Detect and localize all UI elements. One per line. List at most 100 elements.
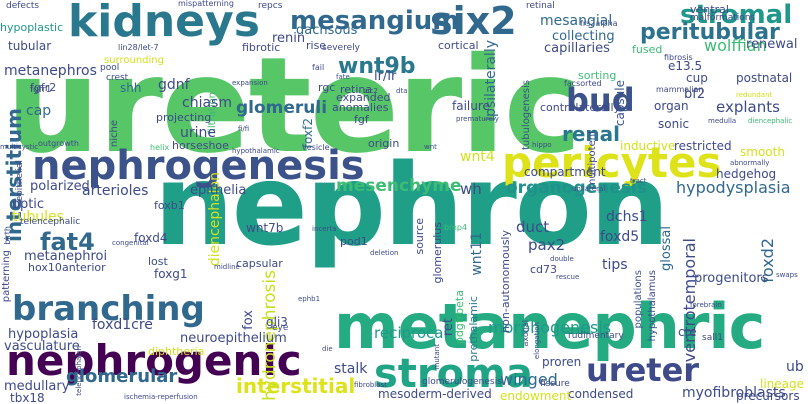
word: urine xyxy=(180,125,217,141)
word: double xyxy=(550,255,574,263)
word: peritubular xyxy=(640,20,780,45)
word: glomeruli xyxy=(236,98,328,118)
word: sall1 xyxy=(702,333,723,343)
word: telencephalon xyxy=(75,346,83,396)
word: inductive xyxy=(620,139,676,153)
word: postnatal xyxy=(736,71,793,85)
word: source xyxy=(413,218,426,255)
word: rudimentary xyxy=(568,331,624,341)
word: sorting xyxy=(578,69,617,82)
word: reciprocal xyxy=(374,324,448,342)
word: abnormally xyxy=(730,159,770,167)
word: renal xyxy=(562,122,621,146)
word: branching xyxy=(12,289,205,329)
word: fibrotic xyxy=(242,41,281,54)
word: wnt11 xyxy=(469,232,485,276)
word: hypothalamic xyxy=(232,147,280,155)
word: pericytes xyxy=(502,138,722,187)
word: foxb1 xyxy=(154,199,185,212)
word: hypoplasia xyxy=(8,327,79,342)
word: fissure xyxy=(540,379,570,389)
word: rgc xyxy=(318,81,336,94)
word: frs2alpha xyxy=(580,19,618,28)
word: lin28/let-7 xyxy=(118,43,159,52)
word: mesoderm-derived xyxy=(378,387,492,401)
word: cortical xyxy=(438,39,479,52)
word: stromal xyxy=(680,0,793,30)
word: incerta xyxy=(312,225,337,233)
word: outgrowth xyxy=(38,139,79,148)
word: tbx18 xyxy=(10,391,45,404)
word: tract xyxy=(630,177,647,185)
word: six2 xyxy=(430,0,517,43)
word: metanephroi xyxy=(24,249,108,264)
word: contralaterally xyxy=(540,101,621,114)
word: restricted xyxy=(674,139,732,153)
word: mammalian xyxy=(656,85,704,94)
word: rescue xyxy=(556,273,580,281)
word: malformations xyxy=(690,13,756,23)
word: lost xyxy=(148,255,168,268)
word: facsorted xyxy=(564,79,602,88)
word: expansion xyxy=(232,79,268,87)
word: wnt9b xyxy=(338,54,416,79)
word: swaps xyxy=(776,271,798,279)
word: stalk xyxy=(334,361,368,377)
word: deletion xyxy=(370,249,399,257)
word: proren xyxy=(542,355,582,369)
word: mesenchyme xyxy=(336,176,462,196)
word: hypoplastic xyxy=(0,21,64,34)
word: foxd1cre xyxy=(92,317,153,333)
word: compartment xyxy=(524,165,606,179)
word: fgf xyxy=(354,113,369,126)
word: glossal xyxy=(659,226,674,271)
word: medullary xyxy=(4,379,70,394)
word: renewal xyxy=(746,37,798,52)
word: fgfr2 xyxy=(30,81,57,94)
word: foxd5 xyxy=(600,229,640,245)
word: non-autonomously xyxy=(499,230,512,333)
word: smooth xyxy=(740,145,785,159)
word: cd73 xyxy=(530,263,558,276)
word: foxd4 xyxy=(134,231,168,245)
word: cap xyxy=(26,103,52,119)
word: fail xyxy=(312,63,325,72)
word: tubulogenesis xyxy=(521,80,532,151)
word: lr/lr xyxy=(374,69,397,84)
word: lineage xyxy=(760,377,805,391)
word: midline xyxy=(214,263,240,271)
word: fgfr1 xyxy=(30,85,52,95)
word: severely xyxy=(322,43,360,53)
word: defects xyxy=(6,1,40,11)
word: tubular xyxy=(8,39,52,53)
word: glomerular xyxy=(66,366,178,387)
word: metanephros xyxy=(4,63,97,79)
word: elongation xyxy=(533,322,541,360)
word: dchs1 xyxy=(606,209,648,225)
word: diphtheria xyxy=(148,345,205,358)
word: origin xyxy=(368,137,400,150)
word: stroma xyxy=(374,351,533,397)
word: organogenesis xyxy=(506,178,647,198)
word: capillaries xyxy=(544,41,610,56)
word: cup xyxy=(686,71,708,85)
word: nephron xyxy=(154,141,670,271)
word: vasculature xyxy=(4,339,80,354)
word: explants xyxy=(716,98,780,116)
word: fi/fi xyxy=(238,125,250,133)
word: sonic xyxy=(658,117,690,131)
word: forebrain xyxy=(690,301,722,309)
word: fibrosis xyxy=(664,53,693,62)
word: wnt7b xyxy=(246,221,284,235)
word: epithelia xyxy=(190,183,247,198)
word: multipotent xyxy=(587,130,598,189)
word: winged xyxy=(500,370,558,389)
word: wnt xyxy=(424,143,437,151)
word: pod1 xyxy=(340,235,368,248)
word: rise xyxy=(306,39,327,52)
word: dachsous xyxy=(296,23,358,38)
word: endowment xyxy=(500,389,572,403)
word: retinal xyxy=(526,1,555,11)
word: condensed xyxy=(568,387,634,401)
word: metanephric xyxy=(334,290,765,363)
